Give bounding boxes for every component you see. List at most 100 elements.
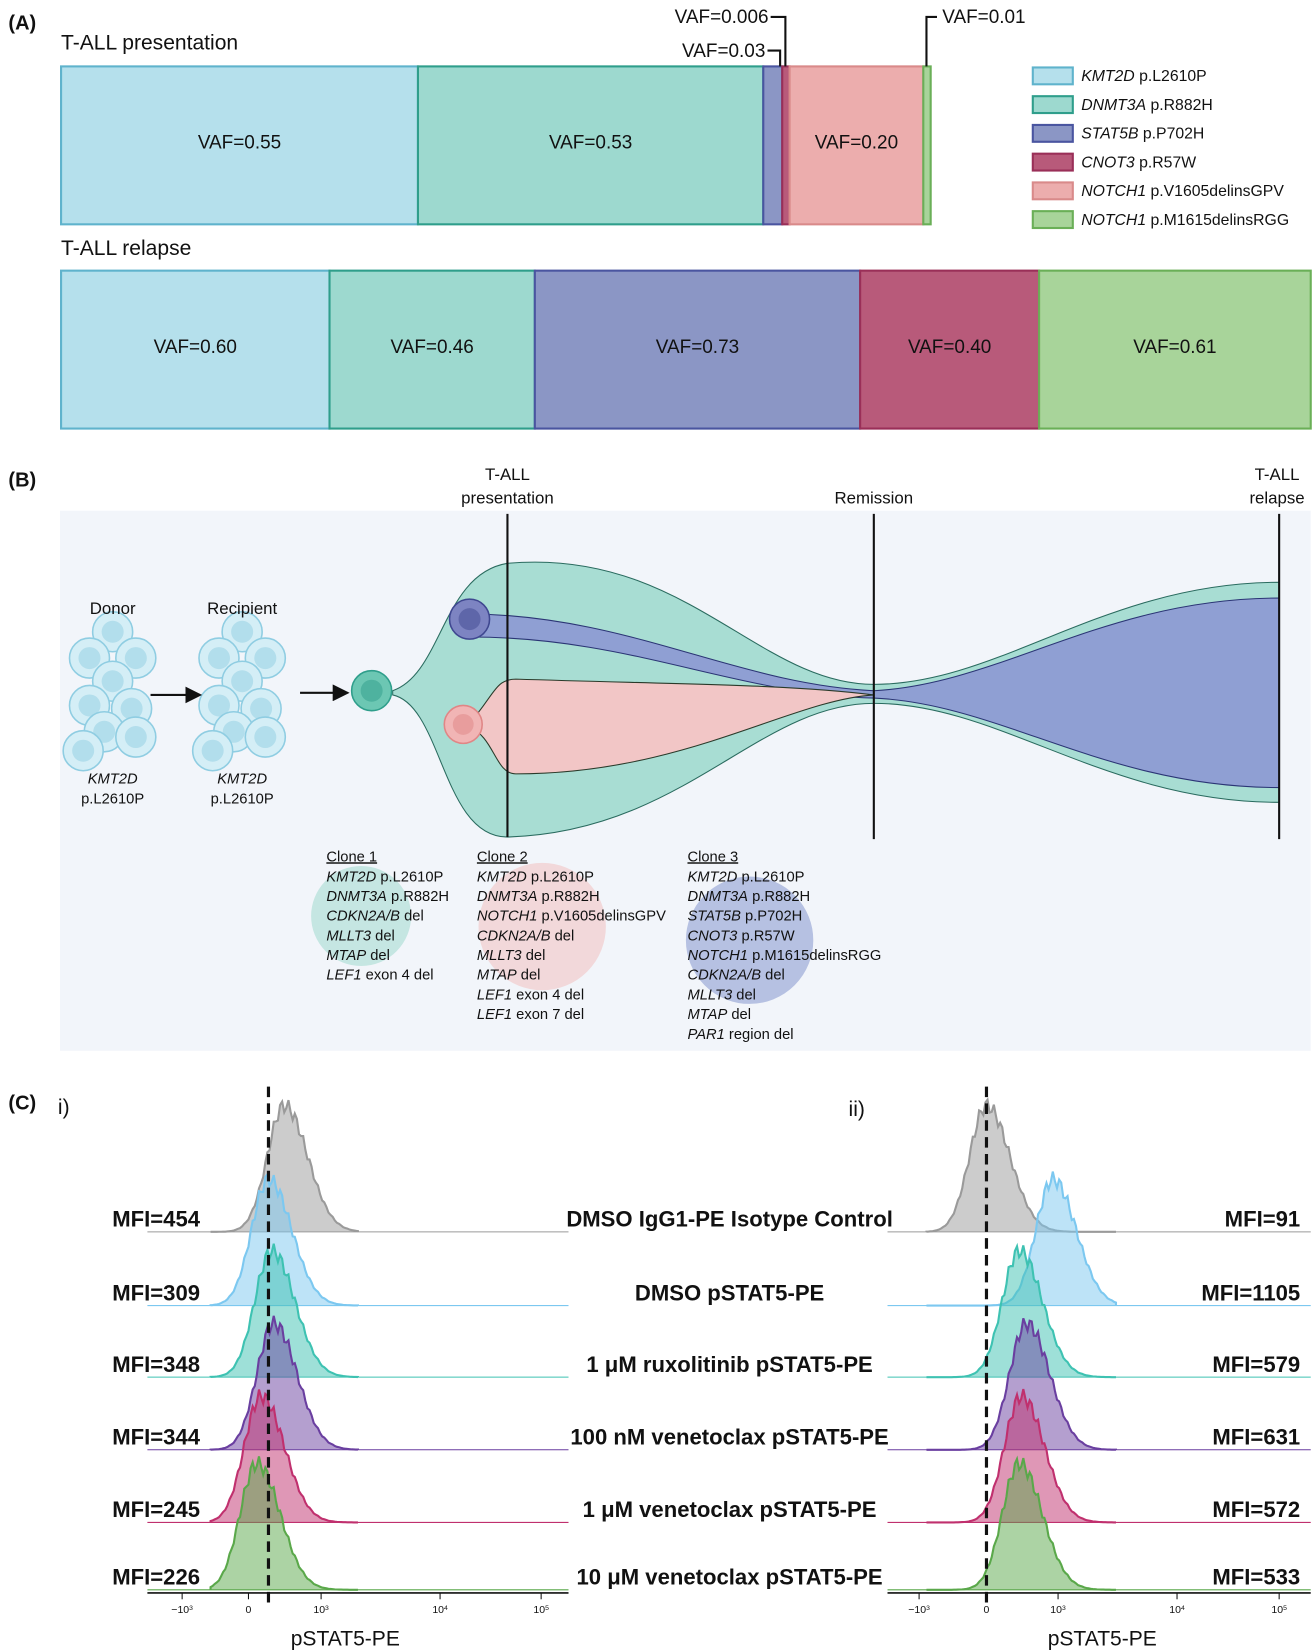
legend-label: STAT5B p.P702H xyxy=(1081,126,1204,143)
x-axis-label: pSTAT5-PE xyxy=(1048,1628,1157,1651)
x-axis-label-part: pSTAT5-PE xyxy=(291,1628,400,1651)
histogram xyxy=(925,1097,1116,1233)
donor-cell-nucleus xyxy=(207,694,230,717)
timepoint-label-part: relapse xyxy=(1249,488,1304,507)
subpanel-label-part: ii) xyxy=(849,1098,865,1121)
callout-label-part: VAF=0.01 xyxy=(942,7,1025,28)
legend-swatch xyxy=(1031,95,1074,115)
callout-label-part: VAF=0.006 xyxy=(675,7,769,28)
clone-mutation-part: DNMT3A xyxy=(477,889,538,905)
tick-label-part: 4 xyxy=(444,1604,448,1611)
clone-mutation-part: del xyxy=(366,948,390,964)
clone-mutation-part: KMT2D xyxy=(687,869,737,885)
mfi-label: MFI=579 xyxy=(1212,1352,1300,1377)
condition-label-part: 1 μM ruxolitinib pSTAT5-PE xyxy=(586,1352,872,1377)
tick-label-part: −10 xyxy=(908,1604,926,1616)
clone-mutation: DNMT3A p.R882H xyxy=(687,889,810,905)
vaf-label: VAF=0.73 xyxy=(656,337,739,358)
panel-label: (C) xyxy=(8,1093,36,1115)
mfi-label-part: MFI=631 xyxy=(1212,1425,1300,1450)
mfi-label-part: MFI=344 xyxy=(112,1425,201,1450)
vaf-label-part: VAF=0.53 xyxy=(549,133,632,154)
row-title: T-ALL relapse xyxy=(61,237,191,260)
vaf-label: VAF=0.20 xyxy=(815,133,898,154)
clone-mutation-part: MLLT3 xyxy=(326,928,372,944)
clone-mutation: LEF1 exon 7 del xyxy=(477,1007,584,1023)
callout-label: VAF=0.01 xyxy=(942,7,1025,28)
mfi-label: MFI=572 xyxy=(1212,1497,1300,1522)
vaf-label: VAF=0.55 xyxy=(198,133,281,154)
clone-mutation-part: p.R882H xyxy=(537,889,599,905)
mfi-label-part: MFI=533 xyxy=(1212,1565,1300,1590)
clone-mutation: KMT2D p.L2610P xyxy=(687,869,804,885)
panel-label: (B) xyxy=(8,469,36,491)
vaf-segment xyxy=(762,65,784,226)
tick-label: −103 xyxy=(171,1604,193,1616)
legend-label-part: DNMT3A xyxy=(1081,97,1146,114)
mfi-label-part: MFI=1105 xyxy=(1201,1280,1300,1305)
tick-label: 104 xyxy=(1169,1604,1185,1616)
donor-mutation-part: p.L2610P xyxy=(81,791,144,807)
clone-mutation-part: NOTCH1 xyxy=(477,909,538,925)
legend-swatch xyxy=(1031,66,1074,86)
callout-line xyxy=(925,15,937,67)
recipient-title: Recipient xyxy=(207,599,277,618)
tick-label-part: 4 xyxy=(1181,1604,1185,1611)
legend-label-part: CNOT3 xyxy=(1081,154,1135,171)
tick-label: 0 xyxy=(246,1604,252,1616)
legend-label: NOTCH1 p.V1605delinsGPV xyxy=(1081,183,1284,200)
callout-line xyxy=(767,49,782,67)
vaf-segment xyxy=(1038,269,1312,430)
vaf-label: VAF=0.60 xyxy=(154,337,237,358)
donor-cell-nucleus xyxy=(254,726,277,749)
clone-mutation: CNOT3 p.R57W xyxy=(687,928,794,944)
clone-mutation-part: CDKN2A/B xyxy=(477,928,551,944)
clone-mutation-part: KMT2D xyxy=(477,869,527,885)
timepoint-label: relapse xyxy=(1249,488,1304,507)
legend-label-part: p.M1615delinsRGG xyxy=(1146,212,1289,229)
donor-cell-nucleus xyxy=(78,694,101,717)
legend-label: CNOT3 p.R57W xyxy=(1081,154,1196,171)
clone-mutation-part: CDKN2A/B xyxy=(326,909,400,925)
condition-label-part: 1 μM venetoclax pSTAT5-PE xyxy=(583,1497,877,1522)
clone-mutation-part: MTAP xyxy=(477,968,517,984)
donor-cell-nucleus xyxy=(124,647,147,670)
clone-mutation: MTAP del xyxy=(477,968,541,984)
vaf-label-part: VAF=0.20 xyxy=(815,133,898,154)
subpanel-label: i) xyxy=(58,1096,70,1119)
vaf-segment xyxy=(533,269,862,430)
clone-mutation-part: del xyxy=(761,968,785,984)
legend-label: NOTCH1 p.M1615delinsRGG xyxy=(1081,212,1289,229)
donor-gene-part: KMT2D xyxy=(88,771,138,787)
legend-label: DNMT3A p.R882H xyxy=(1081,97,1213,114)
histogram xyxy=(209,1456,358,1591)
tick-label-part: 5 xyxy=(545,1604,549,1611)
legend-label-part: KMT2D xyxy=(1081,68,1135,85)
clone-mutation: MLLT3 del xyxy=(326,928,394,944)
mfi-label: MFI=1105 xyxy=(1201,1280,1300,1305)
clone3-cell-nucleus xyxy=(458,608,481,631)
mfi-label: MFI=226 xyxy=(112,1565,200,1590)
legend-swatch xyxy=(1031,210,1074,230)
clone-mutation-part: p.R57W xyxy=(737,928,794,944)
clone-mutation-part: p.R882H xyxy=(748,889,810,905)
vaf-label: VAF=0.46 xyxy=(391,337,474,358)
legend-label: KMT2D p.L2610P xyxy=(1081,68,1206,85)
tick-label-part: 10 xyxy=(313,1604,325,1616)
clone-mutation: PAR1 region del xyxy=(687,1027,793,1043)
vaf-label-part: VAF=0.73 xyxy=(656,337,739,358)
clone-title-part: Clone 3 xyxy=(687,849,738,865)
row-title: T-ALL presentation xyxy=(61,32,238,55)
vaf-segment xyxy=(60,65,420,226)
mfi-label: MFI=533 xyxy=(1212,1565,1300,1590)
donor-title: Donor xyxy=(90,599,136,618)
clone-mutation-part: exon 4 del xyxy=(362,968,434,984)
donor-cell-nucleus xyxy=(207,647,230,670)
clone-mutation-part: LEF1 xyxy=(477,1007,512,1023)
x-axis-label: pSTAT5-PE xyxy=(291,1628,400,1651)
tick-label-part: 0 xyxy=(246,1604,252,1616)
clone-mutation-part: MLLT3 xyxy=(477,948,523,964)
tick-label-part: 3 xyxy=(189,1604,193,1611)
vaf-segment xyxy=(781,65,791,226)
subpanel-label: ii) xyxy=(849,1098,865,1121)
